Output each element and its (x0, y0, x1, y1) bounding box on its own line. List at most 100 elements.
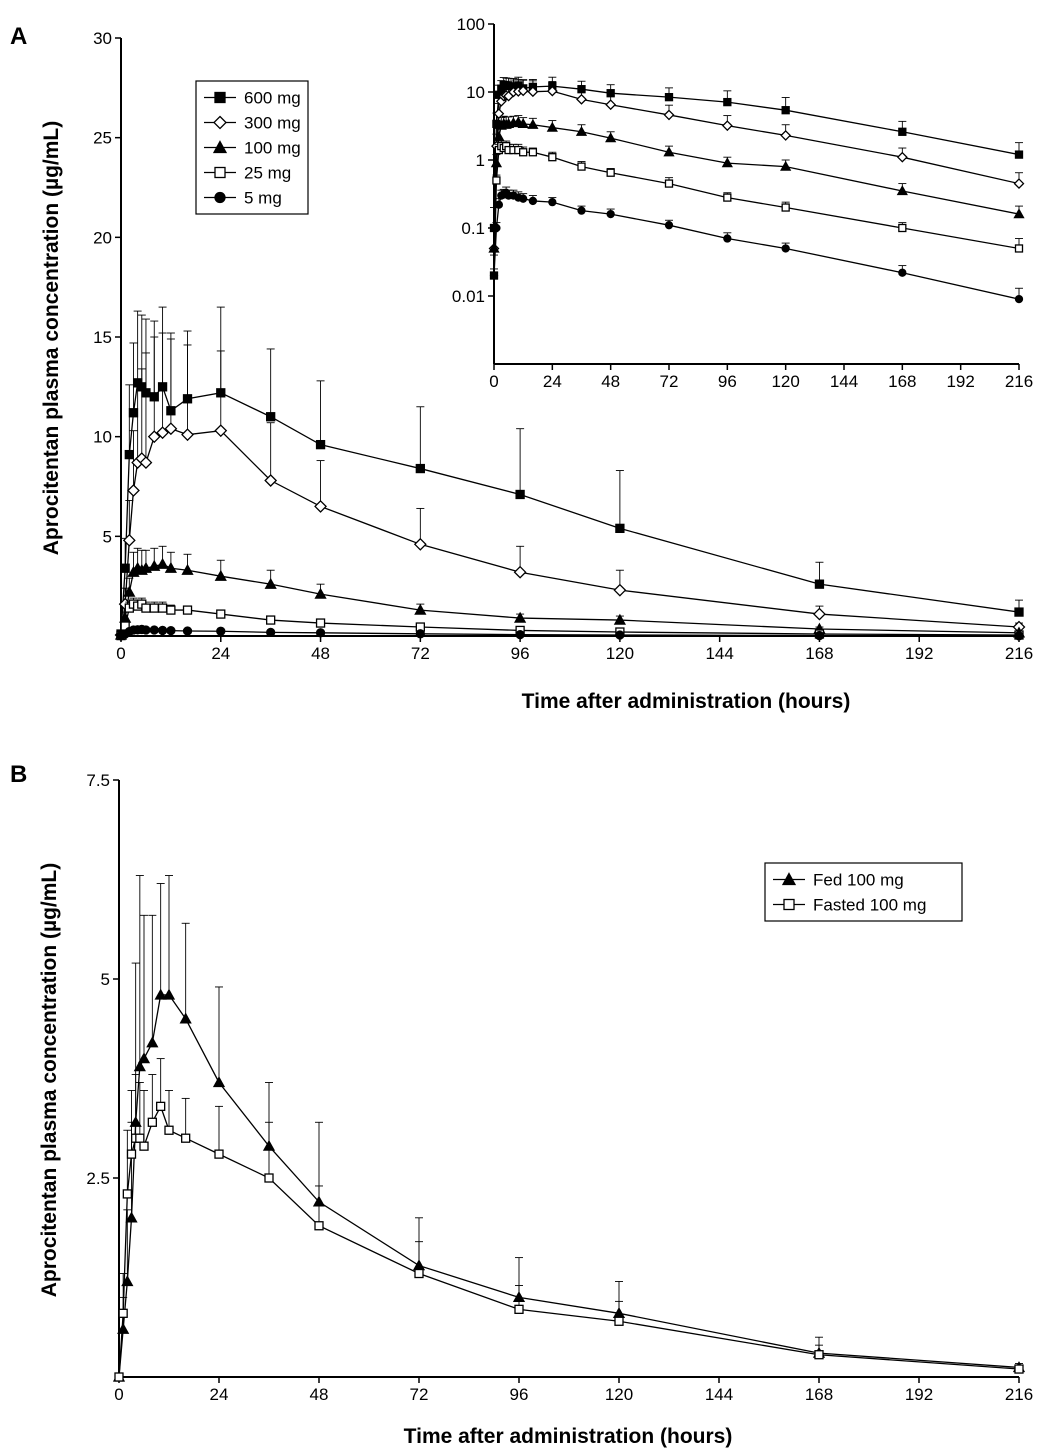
panel-a-data-point (613, 613, 626, 625)
panel-a-series-line (120, 381, 1020, 635)
panel-a-data-point (615, 630, 625, 640)
inset-data-point (493, 108, 505, 120)
panel-a-data-point (314, 500, 327, 513)
panel-letter-a: A (10, 23, 27, 50)
inset-series-0 (489, 76, 1024, 233)
panel-b-data-point (147, 1117, 157, 1127)
inset-data-point (781, 106, 790, 115)
panel-a-data-point (413, 537, 427, 551)
panel-a-legend-label: 300 mg (244, 114, 301, 133)
panel-a-data-point (813, 607, 826, 621)
panel-b-legend-box (764, 862, 963, 922)
inset-data-point (605, 99, 617, 111)
panel-a-data-point (139, 561, 153, 573)
panel-a-data-point (415, 629, 425, 639)
panel-a-data-point (147, 430, 161, 444)
panel-a-data-point (149, 603, 159, 613)
panel-a-data-point (181, 428, 194, 442)
panel-a-x-tick-label: 192 (905, 644, 933, 663)
panel-a-x-tick-label: 72 (411, 644, 430, 663)
panel-a-data-point (122, 533, 136, 547)
panel-a-data-point (156, 557, 169, 569)
inset-data-point (664, 179, 674, 188)
panel-a-data-point (1014, 631, 1024, 641)
inset-data-point (606, 168, 615, 177)
inset-data-point (492, 176, 501, 185)
panel-a-legend-item: 5 mg (204, 189, 282, 208)
panel-a-data-point (166, 625, 176, 636)
panel-b-legend-label: Fasted 100 mg (813, 896, 926, 915)
panel-a-y-tick-label: 15 (93, 328, 112, 347)
panel-a-data-point (156, 426, 169, 440)
panel-b-data-point (414, 1268, 424, 1279)
inset-data-point (721, 157, 733, 168)
panel-b-data-point (114, 1372, 124, 1382)
inset-data-point (780, 160, 792, 171)
panel-a-legend-item: 100 mg (204, 139, 301, 158)
panel-b-x-tick-label: 72 (410, 1385, 429, 1404)
inset-x-tick-label: 120 (771, 372, 799, 391)
inset-data-point (577, 162, 586, 171)
panel-a-series-4 (116, 624, 1024, 641)
panel-a-legend-label: 5 mg (244, 189, 282, 208)
panel-b-legend-marker (781, 872, 797, 886)
panel-b-data-point (264, 1173, 274, 1183)
panel-b-data-point (118, 1308, 128, 1318)
panel-letter-b: B (10, 761, 27, 788)
inset-data-point (519, 148, 528, 157)
inset-data-point (528, 196, 538, 206)
panel-b-x-tick-label: 96 (510, 1385, 529, 1404)
inset-data-point (527, 86, 539, 98)
inset-y-tick-label: 10 (466, 83, 485, 102)
panel-a-data-point (264, 474, 278, 487)
panel-b-data-point (126, 1149, 137, 1159)
panel-a-data-point (164, 561, 177, 573)
panel-b-data-point (122, 1189, 132, 1199)
panel-a-data-point (127, 484, 140, 497)
panel-a-x-tick-label: 168 (805, 644, 833, 663)
panel-a-data-point (157, 625, 168, 636)
panel-b-data-point (181, 1133, 191, 1143)
inset-data-point (1013, 178, 1025, 190)
panel-a-legend-label: 25 mg (244, 164, 291, 183)
inset-data-point (517, 85, 529, 97)
panel-a-legend-label: 600 mg (244, 89, 301, 108)
panel-a-series-2 (114, 545, 1026, 640)
panel-a-y-tick-label: 5 (103, 527, 112, 546)
inset-x-tick-label: 24 (543, 372, 562, 391)
panel-b-data-point (139, 1141, 149, 1151)
panel-a-legend-marker (213, 115, 227, 130)
panel-b-series-0 (112, 875, 1026, 1382)
inset-data-point (781, 244, 790, 253)
panel-a-data-point (166, 605, 176, 615)
panel-b-legend-item: Fasted 100 mg (773, 896, 926, 915)
panel-b-y-axis-title: Aprocitentan plasma concentration (µg/mL… (38, 863, 61, 1297)
inset-data-point (606, 209, 615, 219)
panel-a-x-tick-label: 216 (1005, 644, 1033, 663)
inset-x-tick-label: 48 (601, 372, 620, 391)
panel-b-y-tick-label: 2.5 (86, 1169, 110, 1188)
inset-data-point (663, 146, 675, 157)
inset-series-line (493, 90, 1020, 249)
panel-a-legend-item: 25 mg (204, 164, 291, 183)
panel-a-data-point (1014, 607, 1024, 617)
panel-b-x-tick-label: 120 (605, 1385, 633, 1404)
panel-a-data-point (814, 630, 825, 641)
panel-b-data-point (146, 1036, 159, 1048)
panel-a-data-point (315, 628, 326, 638)
panel-a-data-point (120, 563, 130, 573)
inset-data-point (492, 223, 501, 233)
panel-a-data-point (515, 629, 525, 640)
panel-a-data-point (264, 577, 277, 589)
inset-data-point (548, 197, 557, 207)
panel-b-x-tick-label: 144 (705, 1385, 733, 1404)
inset-data-point (723, 193, 732, 202)
inset-data-point (896, 185, 908, 196)
panel-a-legend-marker (214, 166, 226, 179)
panel-b-data-point (1014, 1364, 1024, 1374)
panel-a-data-point (148, 559, 161, 571)
panel-a-y-tick-label: 25 (93, 129, 112, 148)
inset-data-point (1014, 150, 1024, 159)
panel-b-data-point (137, 1052, 151, 1064)
